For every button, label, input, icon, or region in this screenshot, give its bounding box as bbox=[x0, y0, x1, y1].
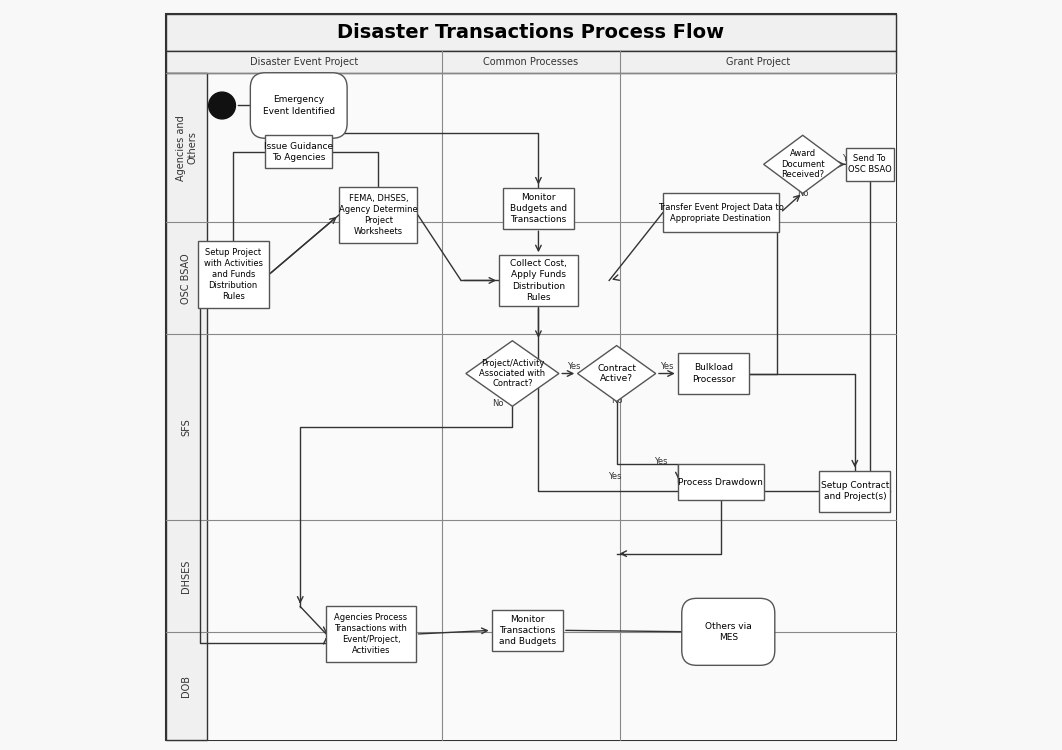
Text: Monitor
Budgets and
Transactions: Monitor Budgets and Transactions bbox=[510, 193, 567, 224]
Text: No: No bbox=[796, 189, 808, 198]
FancyBboxPatch shape bbox=[845, 148, 894, 181]
FancyBboxPatch shape bbox=[207, 74, 895, 223]
Polygon shape bbox=[466, 340, 559, 406]
Text: Setup Contract
and Project(s): Setup Contract and Project(s) bbox=[821, 481, 889, 501]
Polygon shape bbox=[764, 135, 842, 194]
Polygon shape bbox=[578, 346, 655, 401]
Text: Project/Activity
Associated with
Contract?: Project/Activity Associated with Contrac… bbox=[479, 358, 546, 388]
FancyBboxPatch shape bbox=[266, 135, 332, 169]
FancyBboxPatch shape bbox=[678, 353, 749, 394]
Text: SFS: SFS bbox=[182, 419, 191, 436]
Text: Agencies and
Others: Agencies and Others bbox=[175, 115, 198, 181]
Text: Grant Project: Grant Project bbox=[726, 57, 790, 68]
Text: Bulkload
Processor: Bulkload Processor bbox=[691, 364, 735, 383]
Circle shape bbox=[208, 92, 236, 119]
Text: Yes: Yes bbox=[654, 458, 667, 466]
Text: DOB: DOB bbox=[182, 675, 191, 697]
FancyBboxPatch shape bbox=[503, 188, 573, 229]
Text: Award
Document
Received?: Award Document Received? bbox=[781, 149, 824, 179]
FancyBboxPatch shape bbox=[207, 632, 895, 740]
FancyBboxPatch shape bbox=[678, 464, 764, 500]
Text: No: No bbox=[611, 395, 622, 404]
FancyBboxPatch shape bbox=[820, 471, 890, 512]
Text: Monitor
Transactions
and Budgets: Monitor Transactions and Budgets bbox=[499, 615, 555, 646]
Text: Transfer Event Project Data to
Appropriate Destination: Transfer Event Project Data to Appropria… bbox=[657, 202, 784, 223]
Text: Yes: Yes bbox=[660, 362, 673, 371]
Text: Others via
MES: Others via MES bbox=[705, 622, 752, 642]
FancyBboxPatch shape bbox=[207, 223, 895, 334]
FancyBboxPatch shape bbox=[326, 606, 415, 662]
Text: Contract
Active?: Contract Active? bbox=[597, 364, 636, 383]
FancyBboxPatch shape bbox=[167, 51, 895, 74]
Text: Send To
OSC BSAO: Send To OSC BSAO bbox=[847, 154, 892, 174]
Text: Process Drawdown: Process Drawdown bbox=[679, 478, 764, 487]
Text: Common Processes: Common Processes bbox=[483, 57, 579, 68]
FancyBboxPatch shape bbox=[198, 241, 269, 308]
Text: Disaster Event Project: Disaster Event Project bbox=[250, 57, 358, 68]
Text: Yes: Yes bbox=[567, 362, 580, 371]
Text: Emergency
Event Identified: Emergency Event Identified bbox=[262, 95, 335, 116]
FancyBboxPatch shape bbox=[339, 187, 417, 243]
Text: DHSES: DHSES bbox=[182, 560, 191, 592]
Text: Setup Project
with Activities
and Funds
Distribution
Rules: Setup Project with Activities and Funds … bbox=[204, 248, 262, 302]
FancyBboxPatch shape bbox=[682, 598, 775, 665]
Text: Collect Cost,
Apply Funds
Distribution
Rules: Collect Cost, Apply Funds Distribution R… bbox=[510, 260, 567, 302]
FancyBboxPatch shape bbox=[207, 520, 895, 632]
Text: Disaster Transactions Process Flow: Disaster Transactions Process Flow bbox=[338, 23, 724, 42]
FancyBboxPatch shape bbox=[251, 73, 347, 138]
FancyBboxPatch shape bbox=[492, 610, 563, 651]
FancyBboxPatch shape bbox=[167, 14, 895, 740]
FancyBboxPatch shape bbox=[663, 194, 778, 232]
FancyBboxPatch shape bbox=[167, 14, 895, 51]
Text: OSC BSAO: OSC BSAO bbox=[182, 253, 191, 304]
Text: Yes: Yes bbox=[607, 472, 621, 482]
Text: FEMA, DHSES,
Agency Determine
Project
Worksheets: FEMA, DHSES, Agency Determine Project Wo… bbox=[339, 194, 417, 236]
FancyBboxPatch shape bbox=[167, 74, 207, 740]
Text: Agencies Process
Transactions with
Event/Project,
Activities: Agencies Process Transactions with Event… bbox=[335, 613, 408, 656]
Text: No: No bbox=[492, 399, 503, 408]
FancyBboxPatch shape bbox=[207, 334, 895, 520]
Text: Yes: Yes bbox=[842, 154, 856, 163]
Text: Issue Guidance
To Agencies: Issue Guidance To Agencies bbox=[264, 142, 333, 162]
FancyBboxPatch shape bbox=[499, 255, 578, 306]
